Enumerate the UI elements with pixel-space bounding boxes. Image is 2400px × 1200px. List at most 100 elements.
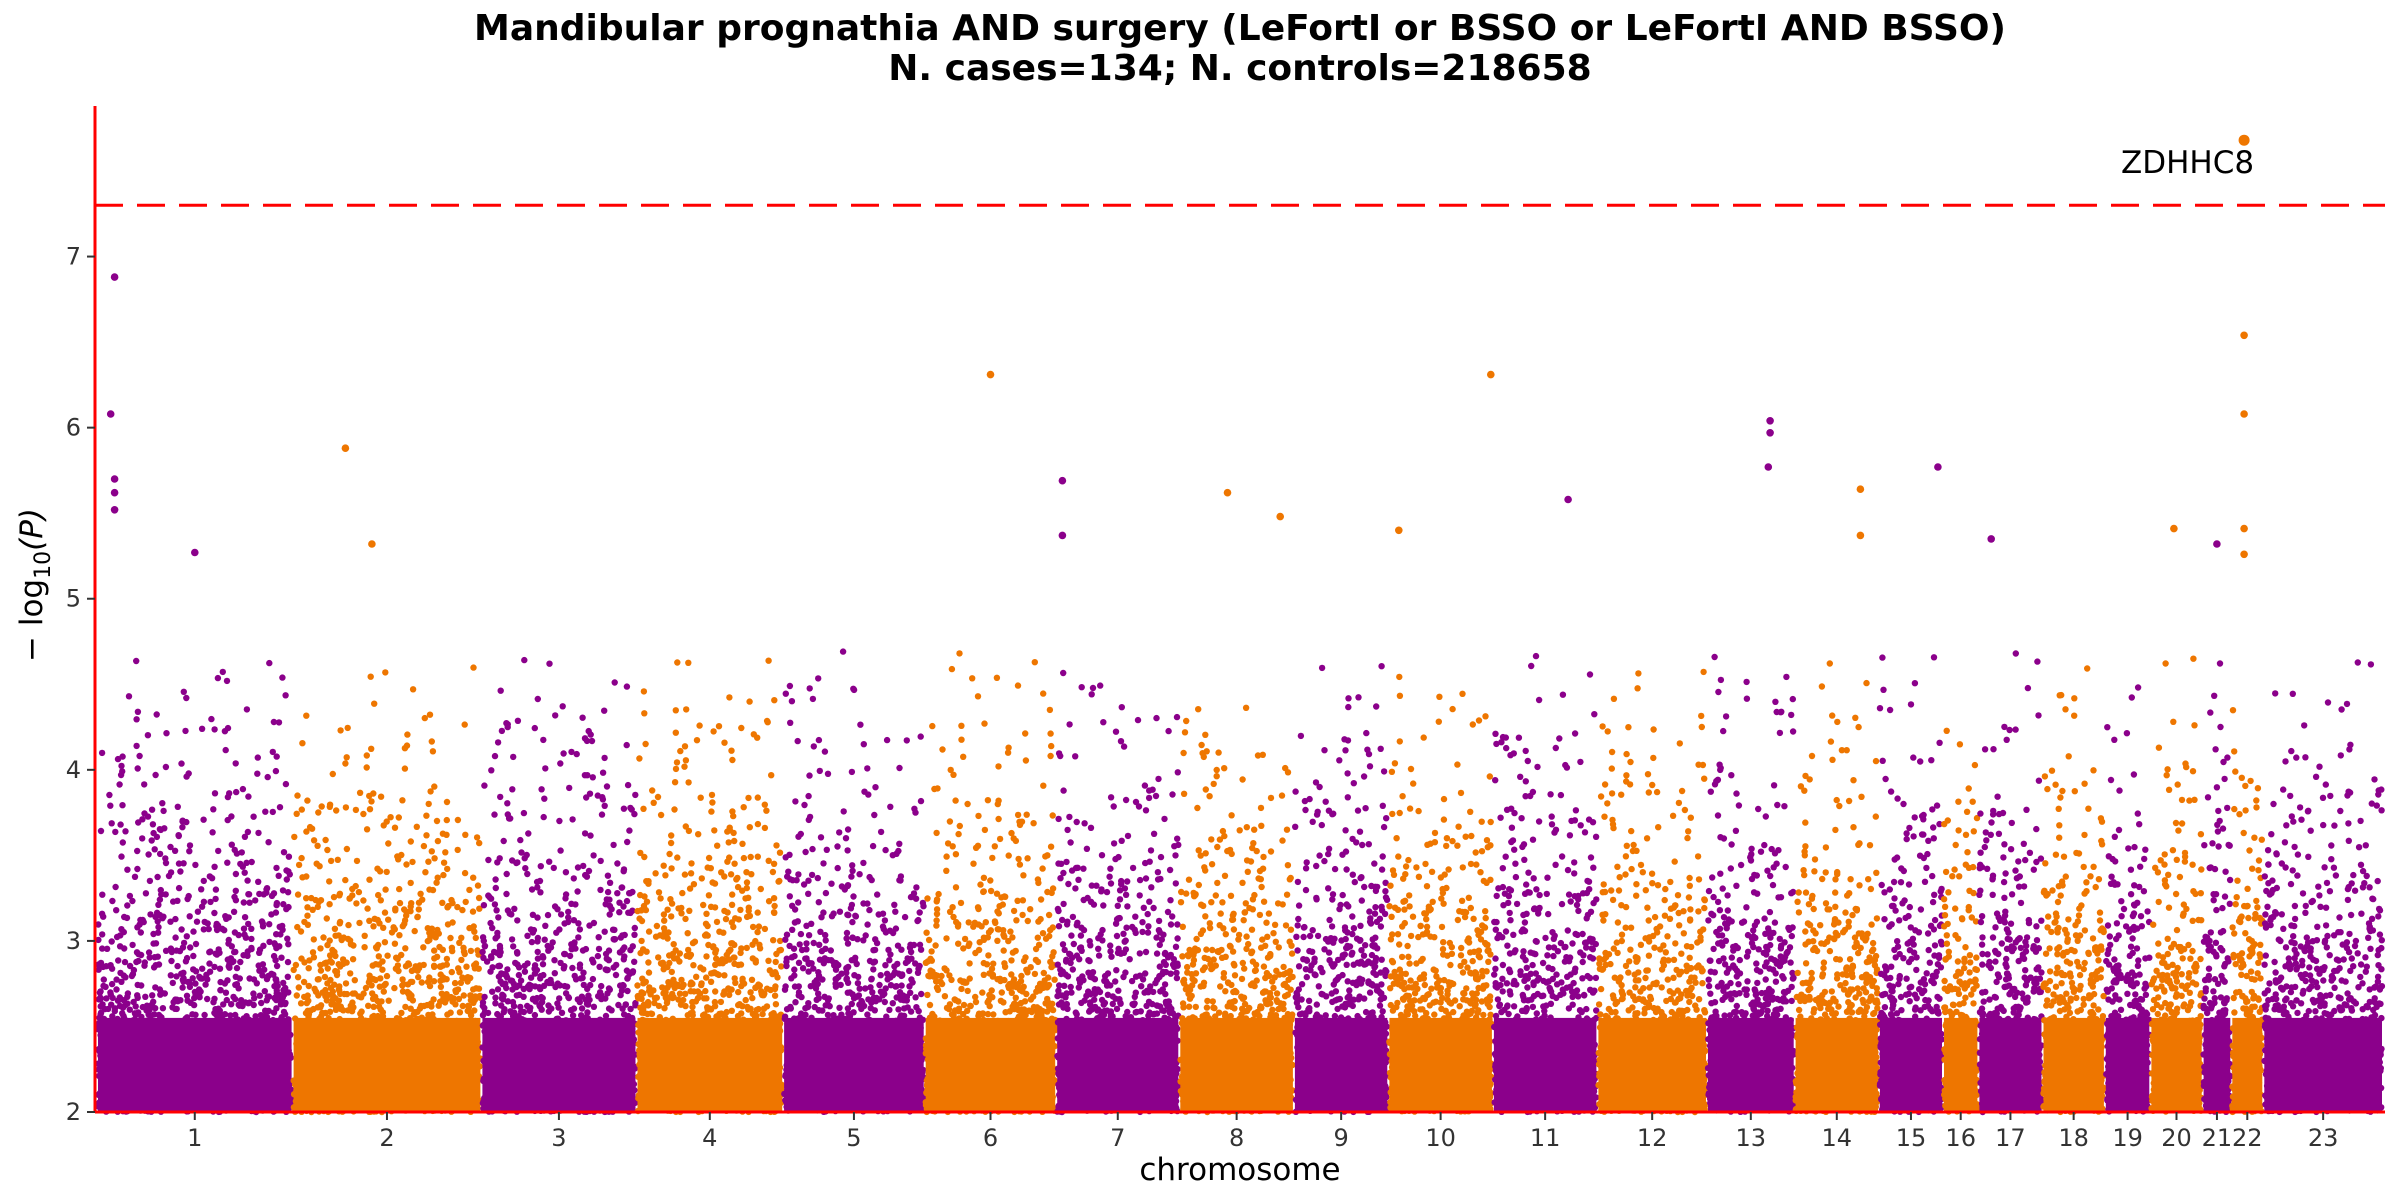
snp-point: [178, 760, 185, 767]
snp-point: [583, 794, 590, 801]
snp-point: [674, 854, 681, 861]
snp-point: [182, 727, 189, 735]
snp-point: [678, 976, 685, 984]
snp-point: [106, 791, 113, 799]
snp-point: [491, 752, 499, 760]
snp-point: [321, 973, 329, 981]
snp-point: [398, 1009, 405, 1017]
snp-point: [504, 811, 511, 818]
snp-point: [259, 972, 266, 979]
snp-point: [128, 972, 136, 980]
snp-point: [385, 840, 392, 847]
snp-point: [494, 986, 502, 993]
snp-point: [510, 753, 517, 761]
snp-point: [241, 833, 249, 840]
snp-point: [568, 946, 575, 953]
snp-point: [660, 862, 667, 869]
snp-point: [740, 804, 747, 811]
snp-point: [615, 1001, 622, 1009]
snp-point: [255, 829, 262, 837]
snp-point: [238, 849, 245, 856]
snp-point: [202, 981, 209, 988]
snp-point: [179, 818, 186, 825]
snp-point: [95, 996, 103, 1003]
snp-point: [520, 993, 527, 1000]
snp-point: [304, 921, 312, 928]
snp-point: [598, 811, 606, 818]
snp-point: [221, 728, 229, 735]
snp-point: [371, 700, 378, 707]
snp-point: [509, 786, 516, 793]
snp-point: [223, 996, 230, 1004]
snp-point: [713, 918, 721, 926]
snp-point: [144, 732, 152, 739]
snp-point: [743, 879, 751, 886]
snp-point: [426, 886, 433, 893]
snp-point: [145, 851, 152, 858]
snp-point: [667, 839, 675, 847]
snp-point: [495, 949, 502, 957]
snp-point: [560, 750, 567, 757]
snp-point: [245, 891, 253, 898]
snp-point: [180, 860, 187, 867]
snp-point: [612, 971, 620, 979]
snp-point: [559, 703, 566, 710]
snp-point: [156, 850, 164, 858]
snp-point: [710, 728, 717, 735]
snp-point: [411, 927, 418, 935]
snp-point: [700, 901, 707, 909]
snp-point: [273, 996, 280, 1004]
snp-point: [484, 1009, 492, 1017]
snp-point: [596, 963, 603, 970]
snp-point: [196, 973, 203, 980]
snp-point: [194, 908, 202, 915]
snp-point: [293, 992, 300, 999]
snp-point: [404, 731, 411, 738]
snp-point: [683, 706, 690, 713]
snp-point: [121, 945, 128, 952]
snp-point: [613, 961, 620, 969]
snp-point: [303, 712, 310, 719]
snp-point: [520, 809, 528, 817]
snp-point: [316, 863, 323, 870]
snp-point: [743, 944, 750, 952]
snp-point: [171, 847, 179, 854]
snp-point: [587, 731, 594, 738]
snp-point: [306, 823, 314, 831]
snp-point: [601, 802, 608, 809]
snp-point: [728, 747, 735, 754]
snp-point: [285, 903, 292, 911]
snp-point: [765, 857, 772, 864]
snp-point: [447, 993, 455, 1001]
snp-point: [162, 763, 170, 771]
snp-point: [631, 931, 638, 938]
snp-point: [361, 932, 368, 939]
snp-point: [200, 816, 207, 823]
snp-point: [200, 877, 207, 885]
snp-point: [304, 797, 311, 804]
snp-point: [118, 978, 125, 985]
snp-point: [395, 814, 402, 821]
snp-point: [575, 920, 582, 927]
snp-point: [150, 964, 158, 971]
snp-point: [337, 727, 344, 734]
snp-point: [151, 954, 158, 961]
snp-point: [643, 898, 651, 905]
snp-point: [409, 997, 417, 1004]
snp-point: [616, 909, 623, 916]
snp-point: [173, 973, 180, 980]
snp-point: [394, 962, 402, 969]
snp-point: [266, 659, 273, 667]
snp-point: [708, 791, 716, 799]
snp-point: [370, 1003, 377, 1010]
snp-point: [107, 802, 114, 809]
snp-point: [717, 998, 725, 1006]
snp-point: [231, 929, 239, 936]
snp-point: [426, 982, 434, 990]
snp-point: [735, 988, 742, 996]
snp-point: [160, 807, 167, 815]
snp-point: [97, 1011, 104, 1018]
snp-point: [285, 853, 293, 860]
snp-point: [705, 892, 713, 899]
snp-point: [465, 1003, 473, 1011]
